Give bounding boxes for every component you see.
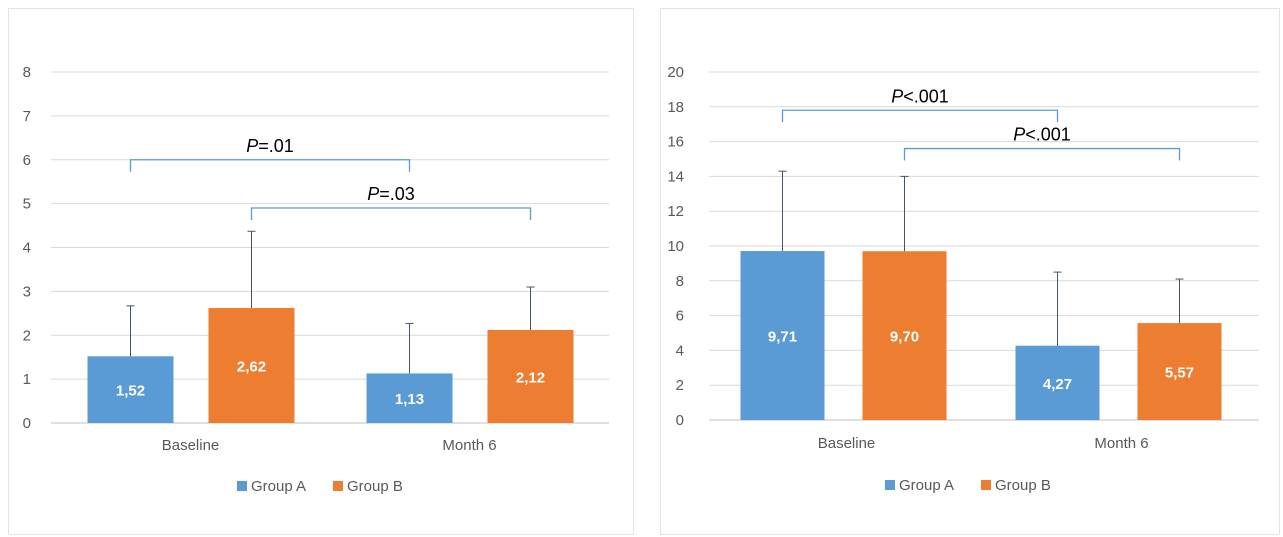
p-value: <.001 [903,86,949,106]
bar-chart-right: 0 2 4 6 8 10 12 14 16 18 20 9,71 4,27 9,70 5,57 Baselin… [661,9,1279,534]
data-label: 9,70 [890,329,919,346]
x-category-label: Baseline [818,435,876,452]
bar-chart-left: 0 1 2 3 4 5 6 7 8 1,52 1,13 2,62 2,12 Baseline Month 6… [9,9,633,534]
data-label: 4,27 [1043,376,1072,393]
legend-label: Group A [251,478,306,495]
data-label: 1,13 [395,391,424,408]
chart-panel-right: 0 2 4 6 8 10 12 14 16 18 20 9,71 4,27 9,70 5,57 Baselin… [660,8,1280,535]
p-symbol: P [246,136,258,156]
y-tick-label: 8 [23,64,31,81]
data-label: 2,62 [237,359,266,376]
p-value-label: P<.001 [891,86,949,106]
y-tick-label: 2 [676,377,684,394]
data-label: 9,71 [768,329,797,346]
y-tick-label: 8 [676,273,684,290]
y-tick-label: 5 [23,196,31,213]
p-value: =.03 [379,184,415,204]
p-symbol: P [891,86,903,106]
y-tick-label: 4 [23,240,31,257]
p-value-label: P=.03 [367,184,415,204]
x-category-label: Month 6 [1094,435,1148,452]
y-tick-label: 18 [667,99,684,116]
y-tick-label: 10 [667,238,684,255]
y-tick-label: 3 [23,283,31,300]
legend-label: Group B [995,477,1051,494]
data-label: 1,52 [116,383,145,400]
legend-swatch [333,481,343,491]
y-tick-label: 7 [23,108,31,125]
y-tick-label: 2 [23,327,31,344]
significance-bracket [783,110,1058,122]
y-tick-label: 20 [667,64,684,81]
significance-bracket [905,149,1180,161]
data-label: 2,12 [516,369,545,386]
y-tick-label: 6 [676,308,684,325]
legend-label: Group B [347,478,403,495]
p-value-label: P=.01 [246,136,294,156]
significance-bracket [252,208,531,220]
y-tick-label: 14 [667,168,684,185]
legend-swatch [237,481,247,491]
significance-bracket [131,160,410,172]
p-symbol: P [367,184,379,204]
p-value: <.001 [1025,125,1071,145]
y-tick-label: 6 [23,152,31,169]
chart-panel-left: 0 1 2 3 4 5 6 7 8 1,52 1,13 2,62 2,12 Baseline Month 6… [8,8,634,535]
legend-swatch [981,480,991,490]
y-tick-label: 0 [23,415,31,432]
y-tick-label: 12 [667,203,684,220]
p-symbol: P [1013,125,1025,145]
p-value: =.01 [258,136,294,156]
y-tick-label: 4 [676,342,684,359]
p-value-label: P<.001 [1013,125,1071,145]
y-tick-label: 16 [667,134,684,151]
legend-label: Group A [899,477,954,494]
data-label: 5,57 [1165,365,1194,382]
y-tick-label: 0 [676,412,684,429]
legend-swatch [885,480,895,490]
x-category-label: Month 6 [442,437,496,454]
x-category-label: Baseline [162,437,220,454]
y-tick-label: 1 [23,371,31,388]
